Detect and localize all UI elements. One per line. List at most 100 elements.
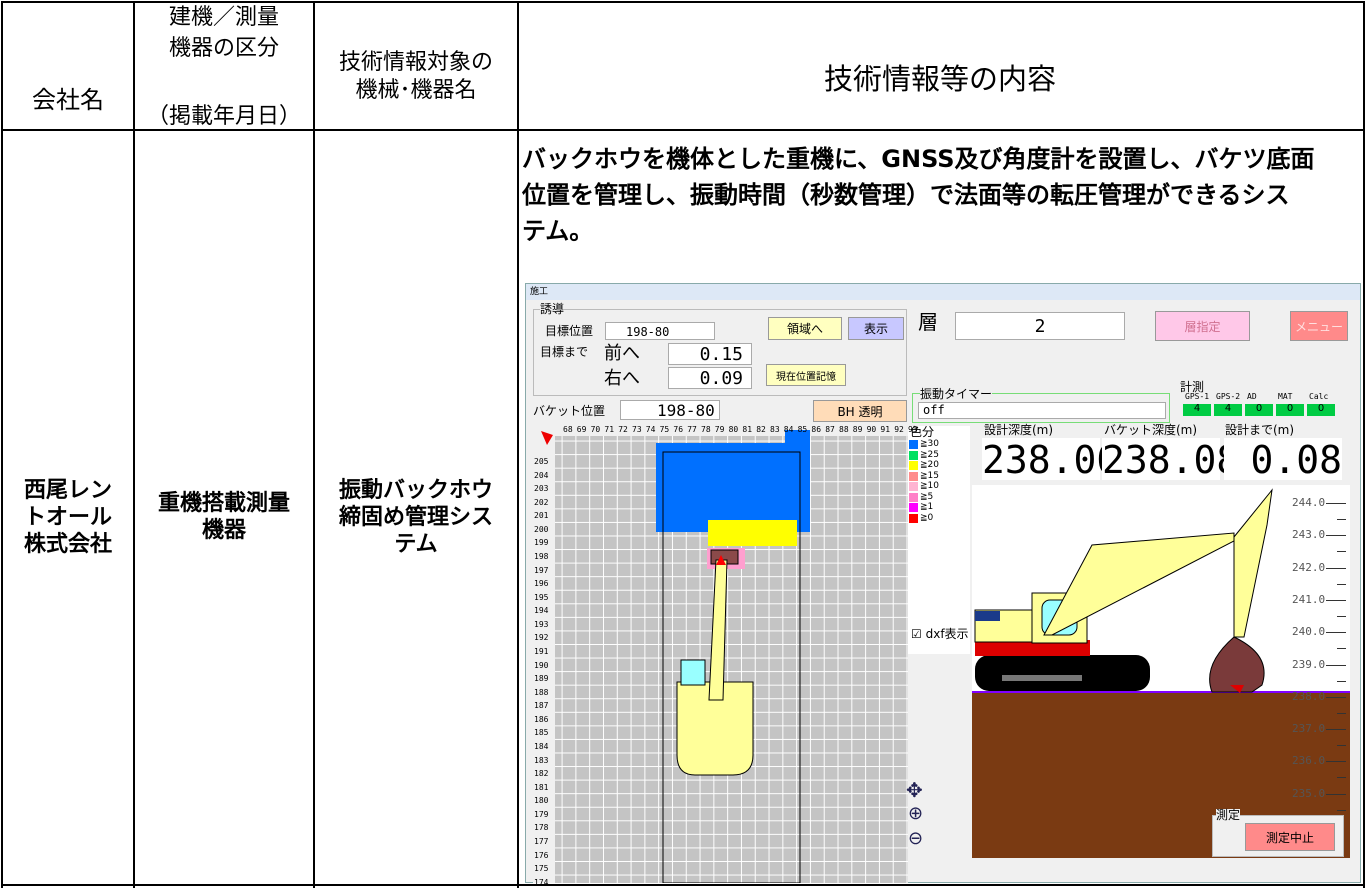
- depth-header: バケット深度(m): [1104, 423, 1198, 437]
- row-label: 205: [534, 457, 549, 466]
- row-label: 204: [534, 470, 549, 480]
- scale-label: 236.0: [1292, 754, 1326, 768]
- legend-title: 色分: [910, 425, 935, 439]
- side-view: [972, 485, 1350, 858]
- scale-label: 237.0: [1292, 722, 1326, 736]
- button[interactable]: 層指定: [1155, 311, 1250, 341]
- row-label: 199: [534, 538, 549, 548]
- check-mark: ☑: [911, 627, 922, 641]
- row-label: 182: [534, 769, 549, 779]
- column-label: 89: [852, 425, 863, 434]
- cell: [656, 443, 810, 532]
- table-border: [133, 1, 135, 888]
- column-label: 71: [604, 425, 615, 434]
- legend-swatch: [909, 513, 918, 523]
- column-label: 78: [701, 425, 711, 434]
- checkbox-label: dxf表示: [925, 627, 969, 641]
- legend-label: ≧30: [920, 439, 939, 449]
- text-field: 0.15: [668, 343, 752, 365]
- group-box: [533, 309, 907, 396]
- legend-panel: [908, 426, 970, 654]
- column-label: 80: [728, 425, 739, 434]
- button[interactable]: 表示: [848, 317, 904, 340]
- legend-label: ≧1: [920, 502, 934, 512]
- legend-label: ≧25: [920, 449, 939, 460]
- column-label: 83: [770, 425, 780, 434]
- row-label: 183: [534, 755, 549, 765]
- text-field: off: [918, 402, 1166, 419]
- table-border: [1, 884, 1365, 886]
- label: 目標位置: [545, 324, 594, 338]
- depth-value: 0.08: [1224, 438, 1342, 482]
- label: 右へ: [604, 368, 640, 389]
- scale-label: 239.0: [1292, 657, 1326, 671]
- arm: [708, 559, 728, 701]
- column-label: 79: [714, 425, 725, 434]
- row-label: 181: [534, 782, 549, 792]
- row-label: 196: [534, 579, 549, 589]
- arm: [1233, 488, 1273, 638]
- row-label: 176: [534, 850, 549, 860]
- scale-minor-tick: [1337, 777, 1346, 779]
- scale-tick: [1326, 793, 1346, 795]
- column-label: 73: [632, 425, 642, 434]
- row-label: 188: [534, 687, 549, 697]
- scale-tick: [1326, 729, 1346, 731]
- header-cell: （掲載年月日）: [146, 104, 302, 129]
- scale-label: 241.0: [1292, 592, 1326, 606]
- button[interactable]: 現在位置記憶: [766, 364, 846, 386]
- status-label: MAT: [1278, 392, 1293, 401]
- button[interactable]: 領域へ: [768, 317, 842, 340]
- legend-swatch: [909, 440, 918, 449]
- group-label: 計測: [1180, 380, 1205, 394]
- table-border: [1363, 1, 1365, 888]
- cell-text: 重機搭載測量: [157, 491, 291, 516]
- map-drawing: [541, 430, 810, 883]
- legend-swatch: [909, 450, 918, 460]
- column-label: 68: [563, 425, 573, 434]
- row-label: 180: [534, 796, 549, 806]
- description: 位置を管理し、振動時間（秒数管理）で法面等の転圧管理ができるシス: [522, 181, 1290, 209]
- zoom-in-icon[interactable]: ⊕: [908, 803, 924, 824]
- legend-swatch: [909, 492, 918, 502]
- legend-swatch: [909, 461, 918, 470]
- row-label: 192: [534, 633, 549, 643]
- body: [676, 681, 754, 776]
- cab: [680, 659, 706, 686]
- bucket: [1209, 636, 1265, 693]
- button[interactable]: 測定中止: [1245, 823, 1335, 851]
- checkbox[interactable]: ☑ dxf表示: [911, 628, 969, 640]
- counterweight: [975, 611, 1000, 621]
- row-label: 197: [534, 565, 549, 575]
- scale-label: 242.0: [1292, 560, 1326, 574]
- pan-icon[interactable]: ✥: [906, 778, 923, 802]
- row-label: 174: [534, 877, 549, 887]
- scale-tick: [1326, 503, 1346, 504]
- column-label: 87: [825, 425, 835, 434]
- row-label: 177: [534, 836, 549, 846]
- label: 層: [918, 310, 938, 334]
- header-cell: 機械･機器名: [355, 78, 477, 103]
- column-label: 81: [742, 425, 753, 434]
- row-label: 175: [534, 864, 549, 874]
- compass: [541, 431, 553, 445]
- tip: [1230, 685, 1244, 693]
- scale-minor-tick: [1337, 648, 1346, 650]
- table-border: [1, 1, 1365, 3]
- row-label: 187: [534, 701, 549, 711]
- button[interactable]: メニュー: [1290, 311, 1348, 341]
- status-value: 0: [1276, 404, 1304, 416]
- scale-tick: [1326, 696, 1346, 698]
- depth-value: 238.00: [982, 438, 1120, 482]
- column-header: [533, 425, 908, 436]
- column-label: 88: [839, 425, 849, 434]
- cell-text: 機器: [201, 518, 247, 543]
- zoom-out-icon[interactable]: ⊖: [908, 828, 924, 849]
- button[interactable]: BH 透明: [813, 400, 907, 422]
- legend-swatch: [909, 482, 918, 491]
- title-bar: [526, 284, 1360, 300]
- cell-text: 振動バックホウ: [338, 478, 494, 503]
- column-label: 74: [645, 425, 656, 434]
- scale-minor-tick: [1337, 680, 1346, 682]
- header-cell: 機器の区分: [168, 36, 280, 61]
